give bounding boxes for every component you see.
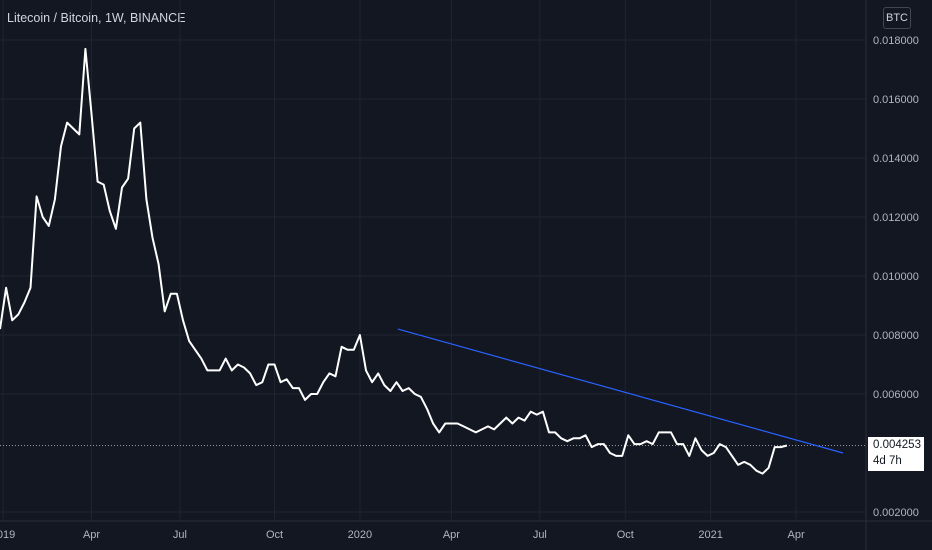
x-tick-label: Jul (173, 529, 187, 541)
last-price-value: 0.004253 (873, 439, 921, 451)
x-tick-label: 2019 (0, 529, 15, 541)
x-tick-label: Oct (617, 529, 634, 541)
x-tick-label: Apr (83, 529, 100, 541)
y-tick-label: 0.012000 (873, 212, 919, 224)
y-tick-label: 0.014000 (873, 153, 919, 165)
currency-unit-button[interactable]: BTC (883, 7, 911, 29)
price-line (0, 47, 788, 475)
y-tick-label: 0.006000 (873, 389, 919, 401)
last-price-label: 0.004253 4d 7h (868, 437, 924, 471)
x-tick-label: 2020 (348, 529, 372, 541)
x-tick-label: Apr (787, 529, 804, 541)
y-tick-label: 0.018000 (873, 35, 919, 47)
y-tick-label: 0.010000 (873, 271, 919, 283)
x-tick-label: Jul (533, 529, 547, 541)
y-tick-label: 0.016000 (873, 94, 919, 106)
y-tick-label: 0.008000 (873, 330, 919, 342)
x-tick-label: Oct (266, 529, 283, 541)
x-tick-label: Apr (443, 529, 460, 541)
candle-countdown: 4d 7h (873, 455, 902, 467)
chart-title: Litecoin / Bitcoin, 1W, BINANCE (7, 11, 186, 25)
y-tick-label: 0.002000 (873, 507, 919, 519)
trendline (397, 328, 844, 454)
x-tick-label: 2021 (698, 529, 722, 541)
